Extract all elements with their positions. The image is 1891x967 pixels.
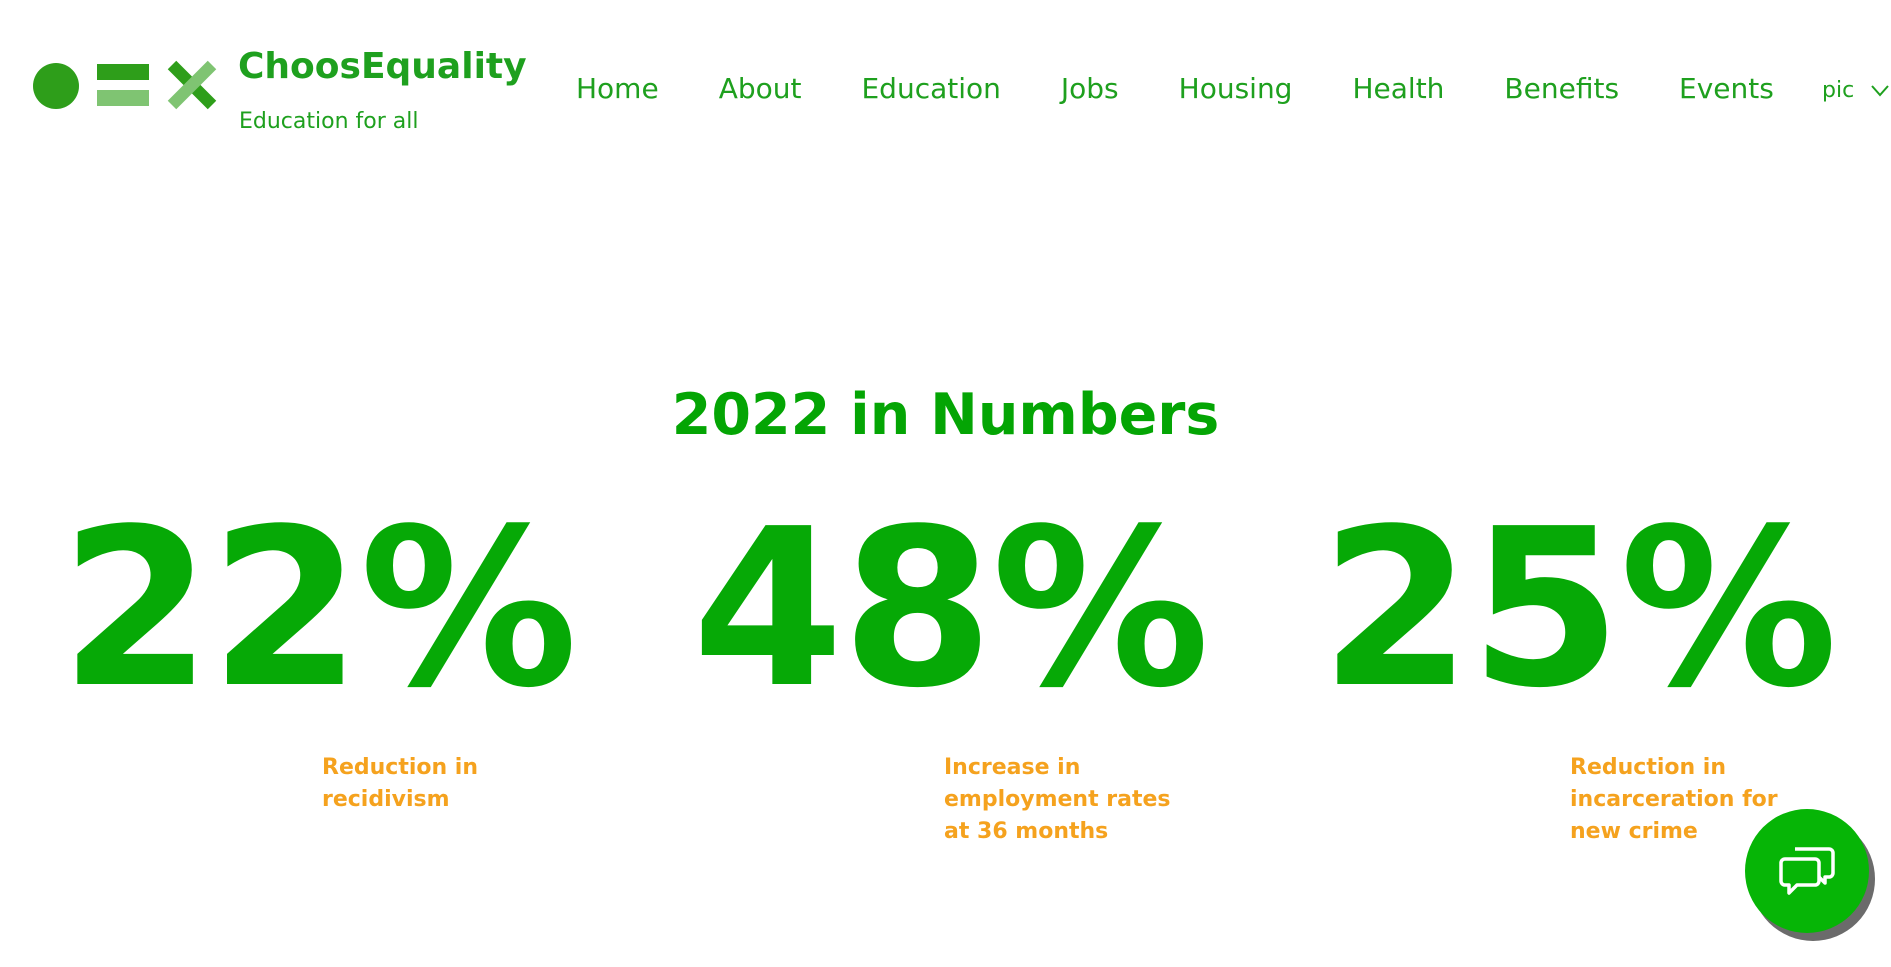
logo-symbols-icon <box>33 60 217 110</box>
stat-label: Increase in employment rates at 36 month… <box>944 755 1171 844</box>
nav-item-events[interactable]: Events <box>1679 72 1774 105</box>
nav-item-home[interactable]: Home <box>576 72 659 105</box>
nav-item-housing[interactable]: Housing <box>1178 72 1293 105</box>
stat-value: 48% <box>692 483 1210 736</box>
site-logo[interactable] <box>32 60 222 112</box>
chevron-down-icon <box>1871 85 1889 97</box>
nav-item-jobs[interactable]: Jobs <box>1060 72 1119 105</box>
site-header: ChoosEquality Education for all Home Abo… <box>0 0 1891 160</box>
chat-button[interactable] <box>1745 809 1869 933</box>
brand-name[interactable]: ChoosEquality <box>238 46 527 87</box>
stat-card: 22% Reduction in recidivism <box>58 483 578 813</box>
section-title: 2022 in Numbers <box>671 382 1220 448</box>
nav-item-benefits[interactable]: Benefits <box>1504 72 1620 105</box>
stat-card: 25% Reduction in incarceration for new c… <box>1318 483 1838 845</box>
stat-label: Reduction in incarceration for new crime <box>1570 755 1778 844</box>
language-select[interactable]: pic <box>1822 78 1890 104</box>
stat-card: 48% Increase in employment rates at 36 m… <box>690 483 1210 845</box>
nav-item-about[interactable]: About <box>718 72 802 105</box>
stat-label: Reduction in recidivism <box>322 755 479 812</box>
nav-item-health[interactable]: Health <box>1352 72 1445 105</box>
main-nav: Home About Education Jobs Housing Health… <box>576 72 1834 106</box>
stat-value: 25% <box>1320 483 1838 736</box>
language-select-label: pic <box>1822 78 1855 103</box>
chat-bubbles-icon <box>1779 847 1835 895</box>
brand-tagline: Education for all <box>239 109 419 134</box>
nav-item-education[interactable]: Education <box>861 72 1001 105</box>
stat-value: 22% <box>60 483 578 736</box>
